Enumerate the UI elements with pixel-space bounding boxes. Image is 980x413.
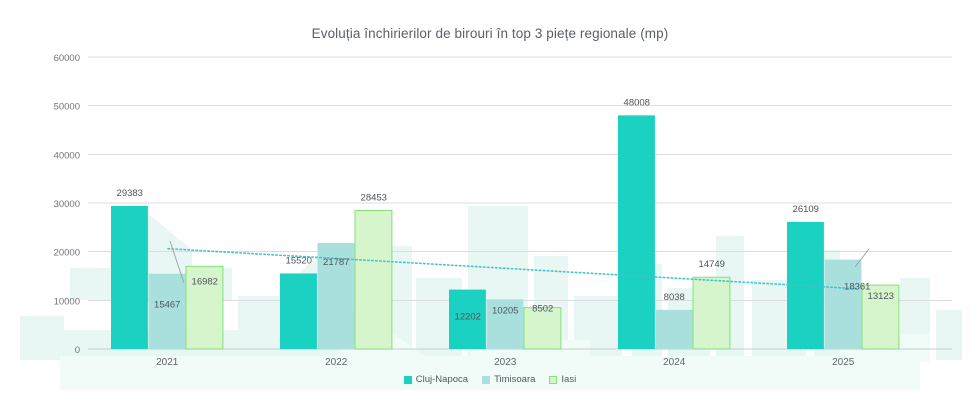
bar-value-label: 16982 [192, 276, 218, 287]
bar-timisoara-2024[interactable] [655, 309, 693, 349]
x-tick-label: 2025 [832, 357, 855, 368]
chart-legend: Cluj-Napoca Timisoara Iasi [0, 374, 980, 385]
y-tick-label: 40000 [54, 150, 80, 161]
bar-cluj-napoca-2024[interactable] [618, 115, 655, 349]
y-tick-label: 30000 [54, 199, 80, 210]
bar-iasi-2025[interactable] [861, 284, 900, 350]
bar-timisoara-2022[interactable] [317, 242, 355, 349]
legend-swatch-icon [482, 375, 491, 384]
bar-iasi-2022[interactable] [354, 210, 393, 350]
legend-swatch-icon [549, 375, 558, 384]
bar-iasi-2023[interactable] [523, 307, 562, 350]
bar-value-label: 28453 [361, 193, 387, 204]
bar-value-label: 48008 [624, 97, 650, 108]
y-tick-label: 60000 [54, 53, 80, 64]
bar-cluj-napoca-2022[interactable] [280, 273, 317, 349]
bar-cluj-napoca-2023[interactable] [449, 289, 486, 349]
legend-swatch-icon [403, 375, 412, 384]
legend-item-iasi[interactable]: Iasi [549, 374, 576, 385]
y-tick-label: 20000 [54, 248, 80, 259]
trendline [167, 247, 857, 290]
x-tick-label: 2021 [156, 357, 179, 368]
bar-cluj-napoca-2021[interactable] [111, 206, 148, 349]
bar-value-label: 26109 [793, 204, 819, 215]
bar-value-label: 14749 [699, 259, 725, 270]
bar-value-label: 10205 [492, 305, 518, 316]
bar-timisoara-2023[interactable] [486, 299, 524, 349]
bars-layer [111, 115, 900, 350]
leader-line-timisoara-2021 [169, 240, 185, 284]
y-axis-labels: 60000 50000 40000 30000 20000 10000 0 [54, 53, 80, 356]
bar-value-label: 15520 [286, 255, 312, 266]
x-axis-labels: 2021 2022 2023 2024 2025 [156, 357, 855, 368]
bar-value-label: 12202 [455, 312, 481, 323]
legend-label: Timisoara [494, 374, 536, 385]
bar-value-label: 8502 [532, 304, 553, 315]
legend-label: Cluj-Napoca [415, 374, 469, 385]
bar-value-label: 29383 [117, 188, 143, 199]
bar-value-label: 21787 [323, 257, 349, 268]
legend-item-timisoara[interactable]: Timisoara [482, 374, 535, 385]
bar-value-label: 13123 [868, 291, 894, 302]
legend-item-cluj-napoca[interactable]: Cluj-Napoca [403, 374, 469, 385]
label-leader-lines [169, 240, 870, 284]
bar-value-label: 8038 [664, 292, 685, 303]
bar-iasi-2021[interactable] [185, 265, 224, 350]
leader-line-timisoara-2025 [854, 248, 870, 268]
bar-cluj-napoca-2025[interactable] [787, 221, 824, 349]
bar-timisoara-2025[interactable] [824, 259, 862, 349]
x-tick-label: 2023 [494, 357, 517, 368]
chart-title: Evoluția închirierilor de birouri în top… [311, 26, 669, 41]
bar-timisoara-2021[interactable] [148, 273, 186, 349]
y-tick-label: 10000 [54, 296, 80, 307]
x-tick-label: 2024 [663, 357, 686, 368]
y-tick-label: 0 [75, 345, 80, 356]
x-tick-label: 2022 [325, 357, 348, 368]
bar-iasi-2024[interactable] [692, 276, 731, 350]
data-labels-layer: 29383 15467 16982 15520 21787 28453 12202 10205… [117, 97, 894, 322]
bar-value-label: 15467 [154, 300, 180, 311]
bar-value-label: 18361 [844, 282, 870, 293]
y-tick-label: 50000 [54, 102, 80, 113]
legend-label: Iasi [561, 374, 577, 385]
